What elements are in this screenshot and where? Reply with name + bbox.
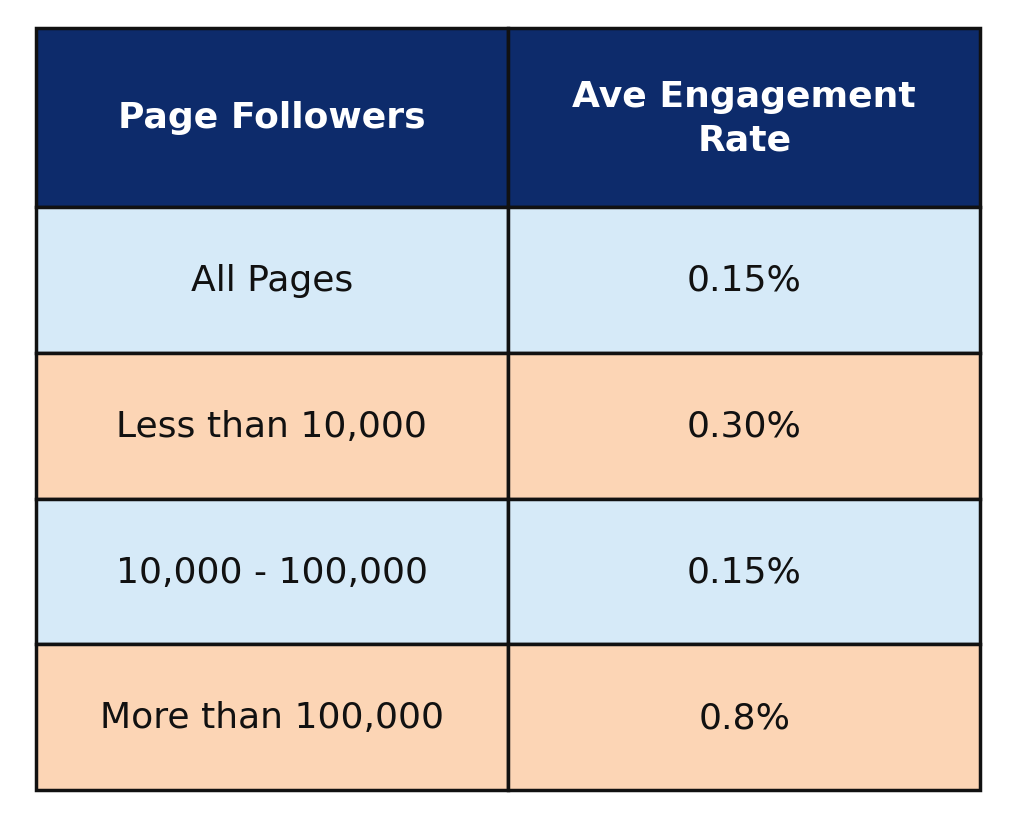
Text: All Pages: All Pages <box>191 264 353 297</box>
Bar <box>508 29 980 208</box>
Text: 0.8%: 0.8% <box>698 700 790 735</box>
Bar <box>508 499 980 645</box>
Bar <box>36 645 508 790</box>
Bar <box>36 353 508 499</box>
Text: Page Followers: Page Followers <box>118 102 426 135</box>
Text: More than 100,000: More than 100,000 <box>100 700 444 735</box>
Text: 10,000 - 100,000: 10,000 - 100,000 <box>116 554 428 589</box>
Text: 0.15%: 0.15% <box>687 264 802 297</box>
Bar <box>36 208 508 353</box>
Bar <box>508 353 980 499</box>
Bar <box>508 208 980 353</box>
Text: Ave Engagement
Rate: Ave Engagement Rate <box>572 79 916 157</box>
Text: 0.15%: 0.15% <box>687 554 802 589</box>
Bar <box>36 499 508 645</box>
Bar <box>508 645 980 790</box>
Text: 0.30%: 0.30% <box>687 410 802 443</box>
Text: Less than 10,000: Less than 10,000 <box>117 410 427 443</box>
Bar <box>36 29 508 208</box>
